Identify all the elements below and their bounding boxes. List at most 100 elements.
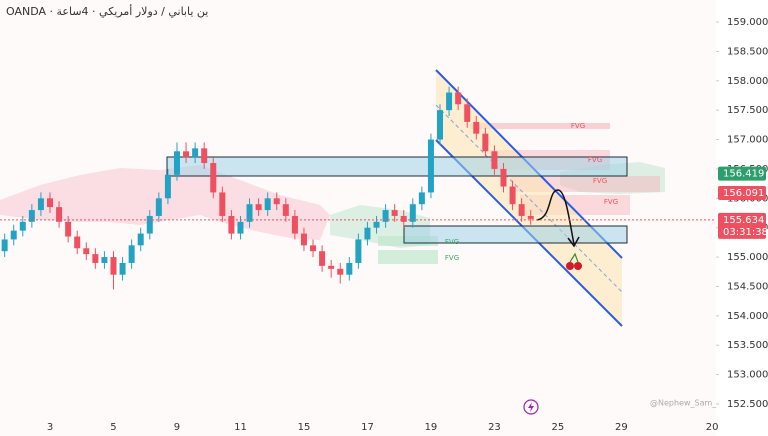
y-tick-label: 158.500 bbox=[727, 46, 768, 57]
candle-body bbox=[391, 210, 398, 216]
x-tick-label: 9 bbox=[174, 422, 180, 433]
candle-body bbox=[65, 221, 72, 237]
candle-body bbox=[83, 248, 90, 255]
candle-body bbox=[500, 168, 507, 187]
candle-body bbox=[264, 198, 271, 211]
candle-body bbox=[446, 92, 453, 111]
candle-body bbox=[310, 245, 317, 252]
candle-body bbox=[355, 239, 362, 263]
candle-body bbox=[518, 204, 525, 216]
candle-body bbox=[346, 262, 353, 275]
candle-body bbox=[119, 262, 126, 275]
candle-body bbox=[473, 121, 480, 134]
fvg-box bbox=[470, 123, 610, 129]
y-tick-label: 153.500 bbox=[727, 340, 768, 351]
candles bbox=[1, 86, 534, 290]
y-tick-label: 158.000 bbox=[727, 76, 768, 87]
candle-body bbox=[464, 104, 471, 122]
candle-body bbox=[128, 245, 135, 263]
lightning-icon[interactable] bbox=[523, 399, 539, 415]
demand-zone bbox=[403, 225, 628, 244]
chart-title: OANDA · ين ياباني / دولار أمريكي · 4ساعة bbox=[6, 4, 208, 18]
fvg-label: FVG bbox=[445, 238, 459, 246]
arrow-head bbox=[567, 236, 580, 248]
candle-body bbox=[56, 207, 63, 222]
y-tick-label: 152.500 bbox=[727, 399, 768, 410]
candle-body bbox=[300, 233, 307, 246]
candle-body bbox=[418, 192, 425, 205]
cherry-icon bbox=[566, 262, 574, 270]
price-label-box bbox=[718, 212, 766, 239]
candle-body bbox=[509, 186, 516, 205]
candle-body bbox=[74, 236, 81, 249]
x-tick-label: 11 bbox=[234, 422, 247, 433]
candle-body bbox=[37, 198, 44, 211]
candle-body bbox=[527, 215, 534, 219]
price-label: 156.419 bbox=[723, 169, 764, 180]
projection-arrow bbox=[536, 189, 575, 245]
candle-body bbox=[228, 215, 235, 234]
countdown: 03:31:38 bbox=[723, 227, 768, 238]
candle-body bbox=[437, 110, 444, 140]
candle-body bbox=[482, 133, 489, 152]
candle-body bbox=[255, 204, 262, 211]
price-label: 156.091 bbox=[723, 188, 764, 199]
watermark: @Nephew_Sam_ bbox=[650, 399, 717, 408]
candle-body bbox=[47, 198, 53, 208]
candle-body bbox=[328, 265, 335, 269]
lightning-bolt bbox=[528, 402, 534, 412]
candle-body bbox=[10, 230, 17, 240]
cherry-stem bbox=[569, 252, 579, 263]
candle-body bbox=[1, 239, 8, 252]
candle-body bbox=[201, 148, 208, 164]
fvg-box bbox=[378, 250, 438, 264]
candle-body bbox=[110, 257, 117, 275]
candle-body bbox=[173, 151, 180, 175]
x-tick-label: 5 bbox=[110, 422, 116, 433]
supply-zone bbox=[166, 156, 628, 177]
candle-body bbox=[337, 268, 344, 275]
candle-body bbox=[319, 251, 326, 266]
candle-body bbox=[19, 221, 26, 231]
cherry-icon bbox=[574, 262, 582, 270]
candle-body bbox=[28, 210, 35, 222]
fvg-label: FVG bbox=[571, 122, 585, 130]
x-tick-label: 19 bbox=[425, 422, 438, 433]
candle-body bbox=[237, 221, 244, 234]
candle-body bbox=[409, 204, 416, 222]
candle-body bbox=[155, 198, 162, 216]
candle-body bbox=[146, 215, 153, 234]
channel-midline bbox=[435, 104, 623, 293]
x-tick-label: 25 bbox=[552, 422, 565, 433]
candle-body bbox=[137, 233, 144, 246]
candle-body bbox=[382, 210, 389, 222]
candle-body bbox=[373, 221, 380, 228]
fvg-label: FVG bbox=[588, 156, 602, 164]
x-tick-label: 15 bbox=[298, 422, 311, 433]
price-label-box bbox=[718, 166, 766, 181]
candle-body bbox=[183, 151, 190, 158]
candle-body bbox=[491, 151, 498, 169]
candle-body bbox=[455, 92, 462, 105]
y-tick-label: 157.500 bbox=[727, 105, 768, 116]
candle-body bbox=[92, 254, 99, 263]
candle-body bbox=[210, 163, 217, 193]
x-tick-label: 20 bbox=[706, 422, 719, 433]
x-tick-label: 17 bbox=[361, 422, 374, 433]
candle-body bbox=[291, 215, 298, 234]
candle-body bbox=[219, 192, 226, 216]
candle-body bbox=[164, 174, 171, 199]
candle-body bbox=[273, 198, 280, 205]
y-tick-label: 153.000 bbox=[727, 370, 768, 381]
x-tick-label: 23 bbox=[488, 422, 501, 433]
candle-body bbox=[282, 204, 289, 216]
x-tick-label: 29 bbox=[615, 422, 628, 433]
price-label-box bbox=[718, 185, 766, 200]
y-tick-label: 154.500 bbox=[727, 281, 768, 292]
candle-body bbox=[427, 139, 434, 193]
candle-body bbox=[400, 215, 407, 222]
fvg-label: FVG bbox=[445, 254, 459, 262]
fvg-label: FVG bbox=[604, 198, 618, 206]
candle-body bbox=[192, 148, 199, 158]
